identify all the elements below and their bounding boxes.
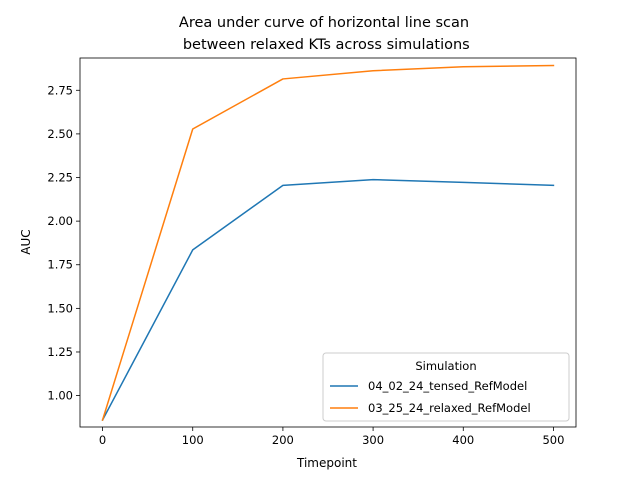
y-tick-label: 2.75: [47, 83, 73, 97]
y-tick-label: 1.00: [47, 389, 73, 403]
series-line-1: [101, 64, 555, 421]
legend-label-tensed: 04_02_24_tensed_RefModel: [368, 379, 527, 393]
x-tick-label: 0: [99, 433, 106, 447]
x-tick-label: 100: [182, 433, 204, 447]
legend: Simulation 04_02_24_tensed_RefModel 03_2…: [322, 352, 570, 422]
x-tick-label: 300: [362, 433, 384, 447]
y-axis-label: AUC: [19, 229, 33, 254]
y-tick-label: 2.00: [47, 214, 73, 228]
axes-layer: 0 100 200 300 400 500 1.00 1.25 1.50 1.75 2.00 2.25…: [47, 57, 577, 447]
x-tick-label: 200: [272, 433, 294, 447]
y-tick-label: 1.75: [47, 258, 73, 272]
x-tick-label: 500: [542, 433, 564, 447]
y-tick-label: 1.50: [47, 301, 73, 315]
plot-frame: [79, 57, 577, 428]
y-tick-label: 1.25: [47, 345, 73, 359]
y-tick-label: 2.50: [47, 127, 73, 141]
x-axis-label: Timepoint: [296, 456, 357, 470]
series-layer: [101, 64, 555, 422]
y-tick-label: 2.25: [47, 171, 73, 185]
legend-label-relaxed: 03_25_24_relaxed_RefModel: [368, 401, 531, 415]
chart-title-line1: Area under curve of horizontal line scan: [179, 15, 469, 31]
legend-title: Simulation: [415, 359, 476, 373]
series-line-0: [101, 178, 555, 422]
x-tick-label: 400: [452, 433, 474, 447]
legend-frame: [322, 352, 570, 422]
chart-title-line2: between relaxed KTs across simulations: [178, 37, 470, 53]
